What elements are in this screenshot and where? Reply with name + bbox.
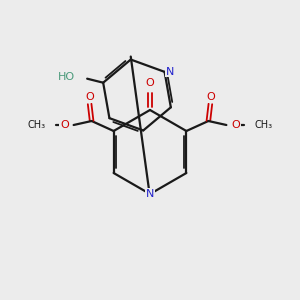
Text: HO: HO [58,72,75,82]
Text: O: O [60,120,69,130]
Text: O: O [146,78,154,88]
Text: O: O [231,120,240,130]
Text: CH₃: CH₃ [254,120,272,130]
Text: O: O [85,92,94,102]
Text: O: O [206,92,215,102]
Text: CH₃: CH₃ [28,120,46,130]
Text: N: N [165,67,174,77]
Text: N: N [146,189,154,199]
